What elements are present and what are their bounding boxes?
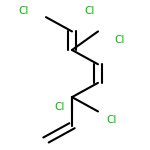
- Text: Cl: Cl: [19, 6, 29, 16]
- Text: Cl: Cl: [85, 6, 95, 16]
- Text: Cl: Cl: [55, 102, 65, 112]
- Text: Cl: Cl: [107, 115, 117, 125]
- Text: Cl: Cl: [115, 35, 125, 45]
